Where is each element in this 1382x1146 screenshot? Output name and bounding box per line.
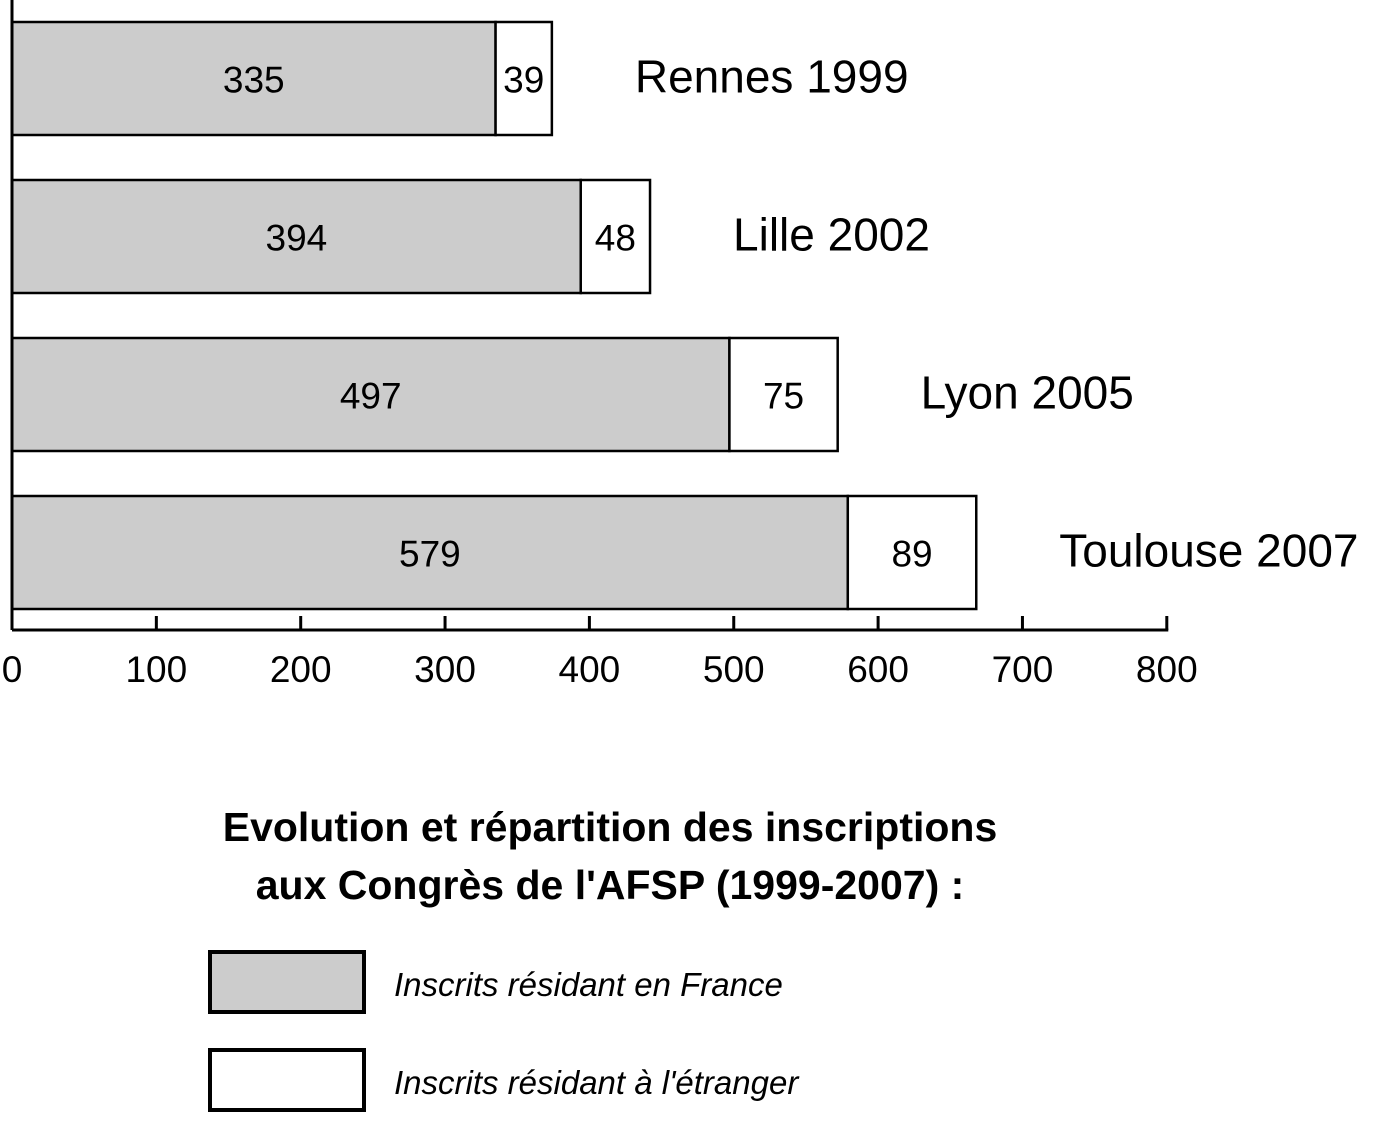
bar-lyon-2005-france: [10, 336, 731, 453]
x-tick-label-700: 700: [992, 649, 1054, 690]
bar-chart: 335 39 Rennes 1999 394 48 Lille 2002 497 75 Lyon…: [2, 0, 1359, 690]
chart-title-line-2: aux Congrès de l'AFSP (1999-2007) :: [255, 862, 965, 908]
data-label-rennes-1999-abroad: 39: [503, 60, 544, 101]
legend-swatch-france: [208, 950, 366, 1014]
category-label-toulouse-2007: Toulouse 2007: [1059, 525, 1358, 577]
legend-swatch-abroad: [208, 1048, 366, 1112]
bar-rennes-1999-abroad: [494, 20, 554, 137]
x-tick-label-0: 0: [2, 649, 23, 690]
data-label-lille-2002-abroad: 48: [595, 218, 636, 259]
legend-label-france: Inscrits résidant en France: [394, 966, 783, 1003]
bar-lyon-2005-abroad: [728, 336, 839, 453]
x-tick-label-300: 300: [414, 649, 476, 690]
legend-label-abroad: Inscrits résidant à l'étranger: [394, 1064, 799, 1101]
category-label-lyon-2005: Lyon 2005: [921, 367, 1134, 419]
bar-toulouse-2007-abroad: [846, 494, 978, 611]
bar-rennes-1999-france: [10, 20, 497, 137]
data-label-lille-2002-france: 394: [266, 218, 328, 259]
x-tick-label-800: 800: [1136, 649, 1198, 690]
data-label-lyon-2005-abroad: 75: [763, 376, 804, 417]
category-label-lille-2002: Lille 2002: [733, 209, 930, 261]
chart-title-line-1: Evolution et répartition des inscription…: [222, 804, 998, 850]
bar-lille-2002-abroad: [579, 178, 652, 295]
data-label-toulouse-2007-france: 579: [399, 534, 461, 575]
x-tick-label-600: 600: [847, 649, 909, 690]
data-label-lyon-2005-france: 497: [340, 376, 402, 417]
category-label-rennes-1999: Rennes 1999: [635, 51, 909, 103]
x-axis: 0 100 200 300 400 500 600 700 800: [2, 0, 1198, 690]
chart-title: Evolution et répartition des inscription…: [110, 798, 1110, 914]
x-tick-label-200: 200: [270, 649, 332, 690]
bar-lille-2002-france: [10, 178, 582, 295]
bars-layer: 335 39 Rennes 1999 394 48 Lille 2002 497 75 Lyon…: [10, 20, 1359, 611]
x-tick-label-500: 500: [703, 649, 765, 690]
data-label-toulouse-2007-abroad: 89: [891, 534, 932, 575]
x-tick-label-400: 400: [559, 649, 621, 690]
x-tick-label-100: 100: [125, 649, 187, 690]
bar-toulouse-2007-france: [10, 494, 850, 611]
data-label-rennes-1999-france: 335: [223, 60, 285, 101]
